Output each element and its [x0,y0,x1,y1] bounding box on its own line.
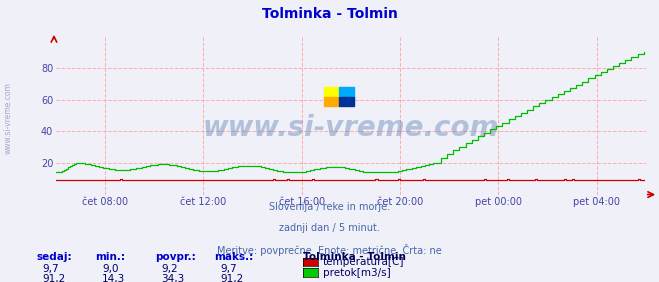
Text: 9,0: 9,0 [102,264,119,274]
Text: www.si-vreme.com: www.si-vreme.com [203,114,499,142]
Bar [324,97,339,106]
Text: maks.:: maks.: [214,252,254,262]
Text: 14,3: 14,3 [102,274,125,282]
Text: min.:: min.: [96,252,126,262]
Text: Tolminka - Tolmin: Tolminka - Tolmin [262,7,397,21]
Bar [339,87,354,97]
Text: 9,2: 9,2 [161,264,178,274]
Text: 9,7: 9,7 [43,264,59,274]
Text: 91,2: 91,2 [221,274,244,282]
Text: Tolminka - Tolmin: Tolminka - Tolmin [303,252,406,262]
Text: zadnji dan / 5 minut.: zadnji dan / 5 minut. [279,223,380,233]
Text: Slovenija / reke in morje.: Slovenija / reke in morje. [269,202,390,212]
Text: pretok[m3/s]: pretok[m3/s] [323,268,391,278]
Text: sedaj:: sedaj: [36,252,72,262]
Text: Meritve: povprečne  Enote: metrične  Črta: ne: Meritve: povprečne Enote: metrične Črta:… [217,244,442,256]
Text: www.si-vreme.com: www.si-vreme.com [3,83,13,154]
Text: 9,7: 9,7 [221,264,237,274]
Text: 91,2: 91,2 [43,274,66,282]
Text: 34,3: 34,3 [161,274,185,282]
Bar [324,87,339,97]
Text: povpr.:: povpr.: [155,252,196,262]
Text: temperatura[C]: temperatura[C] [323,257,405,267]
Bar [339,97,354,106]
